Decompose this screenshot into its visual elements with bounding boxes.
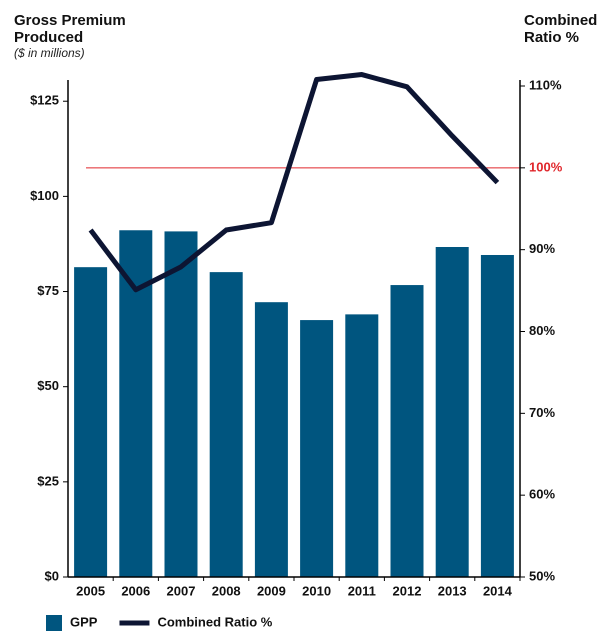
chart-subtitle: ($ in millions) [14,46,85,60]
bar [435,247,469,577]
x-tick-label: 2005 [76,583,105,598]
bar [390,285,424,577]
x-tick-label: 2014 [483,583,513,598]
chart-title: Gross Premium Produced [14,12,126,46]
x-tick-label: 2009 [257,583,286,598]
y2-tick-label: 70% [529,405,555,420]
bar [164,231,198,577]
bar [300,320,334,577]
legend-swatch [46,615,62,631]
y-tick-label: $0 [45,568,59,583]
x-tick-label: 2007 [167,583,196,598]
bar [345,314,379,577]
bar [209,272,243,577]
y2-tick-label: 50% [529,568,555,583]
legend-label: Combined Ratio % [157,614,272,629]
bar [254,302,288,577]
legend-label: GPP [70,614,98,629]
y-tick-label: $125 [30,93,59,108]
x-tick-label: 2013 [438,583,467,598]
x-tick-label: 2011 [348,583,376,598]
y-tick-label: $50 [37,378,59,393]
y-tick-label: $100 [30,188,59,203]
y2-tick-label: 100% [529,159,563,174]
line [88,72,500,293]
x-tick-label: 2006 [121,583,150,598]
x-tick-label: 2008 [212,583,241,598]
y2-tick-label: 80% [529,323,555,338]
x-tick-label: 2010 [302,583,331,598]
y2-tick-label: 90% [529,241,555,256]
y2-title: Combined Ratio % [524,12,598,46]
bar [74,267,108,577]
x-tick-label: 2012 [393,583,422,598]
y2-tick-label: 110% [529,77,562,92]
bar [480,254,514,577]
y-tick-label: $25 [37,473,59,488]
y-tick-label: $75 [37,283,59,298]
y2-tick-label: 60% [529,487,555,502]
